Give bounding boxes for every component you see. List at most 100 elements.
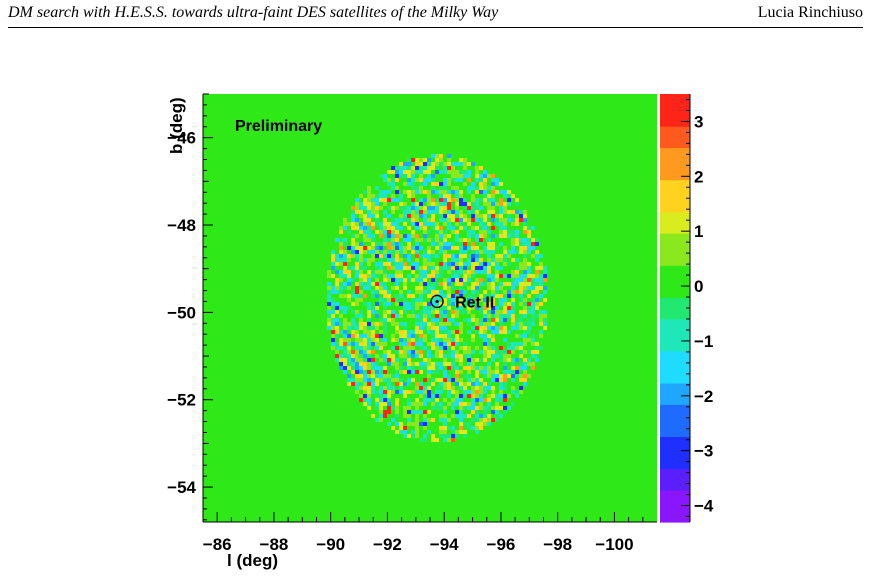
map-pixel <box>375 270 379 274</box>
map-pixel <box>335 286 339 290</box>
map-pixel <box>475 390 479 394</box>
map-pixel <box>395 242 399 246</box>
map-pixel <box>507 306 511 310</box>
map-pixel <box>455 310 459 314</box>
map-pixel <box>355 242 359 246</box>
map-pixel <box>335 354 339 358</box>
map-pixel <box>419 322 423 326</box>
map-pixel <box>531 254 535 258</box>
map-pixel <box>467 354 471 358</box>
map-pixel <box>379 254 383 258</box>
map-pixel <box>463 214 467 218</box>
map-pixel <box>355 262 359 266</box>
map-pixel <box>459 190 463 194</box>
map-pixel <box>387 402 391 406</box>
map-pixel <box>359 366 363 370</box>
map-pixel <box>351 218 355 222</box>
map-pixel <box>355 354 359 358</box>
map-pixel <box>431 202 435 206</box>
map-pixel <box>395 330 399 334</box>
map-pixel <box>387 358 391 362</box>
map-pixel <box>419 198 423 202</box>
map-pixel <box>523 218 527 222</box>
map-pixel <box>411 186 415 190</box>
map-pixel <box>387 170 391 174</box>
map-pixel <box>399 274 403 278</box>
map-pixel <box>407 434 411 438</box>
map-pixel <box>455 254 459 258</box>
map-pixel <box>483 290 487 294</box>
map-pixel <box>507 202 511 206</box>
map-pixel <box>483 358 487 362</box>
map-pixel <box>439 282 443 286</box>
map-pixel <box>503 206 507 210</box>
map-pixel <box>515 230 519 234</box>
map-pixel <box>499 386 503 390</box>
map-pixel <box>471 198 475 202</box>
map-pixel <box>407 306 411 310</box>
map-pixel <box>419 362 423 366</box>
map-pixel <box>467 222 471 226</box>
map-pixel <box>491 350 495 354</box>
map-pixel <box>383 178 387 182</box>
map-pixel <box>347 294 351 298</box>
map-pixel <box>487 406 491 410</box>
map-pixel <box>375 282 379 286</box>
map-pixel <box>467 426 471 430</box>
map-pixel <box>451 190 455 194</box>
map-pixel <box>511 370 515 374</box>
map-pixel <box>463 346 467 350</box>
map-pixel <box>443 362 447 366</box>
map-pixel <box>451 230 455 234</box>
map-pixel <box>483 254 487 258</box>
map-pixel <box>463 242 467 246</box>
map-pixel <box>423 158 427 162</box>
map-pixel <box>483 370 487 374</box>
map-pixel <box>383 282 387 286</box>
map-pixel <box>475 414 479 418</box>
color-bar-step <box>660 457 690 470</box>
map-pixel <box>495 182 499 186</box>
map-pixel <box>471 358 475 362</box>
map-pixel <box>455 374 459 378</box>
map-pixel <box>499 382 503 386</box>
map-pixel <box>531 278 535 282</box>
map-pixel <box>435 406 439 410</box>
color-bar-step <box>660 211 690 223</box>
map-pixel <box>375 210 379 214</box>
map-pixel <box>487 418 491 422</box>
map-pixel <box>483 298 487 302</box>
map-pixel <box>503 386 507 390</box>
map-pixel <box>403 182 407 186</box>
map-pixel <box>407 234 411 238</box>
map-pixel <box>455 322 459 326</box>
map-pixel <box>503 210 507 214</box>
map-pixel <box>383 294 387 298</box>
map-pixel <box>395 198 399 202</box>
map-pixel <box>491 174 495 178</box>
map-pixel <box>523 326 527 330</box>
map-pixel <box>439 154 443 158</box>
map-pixel <box>367 274 371 278</box>
map-pixel <box>375 378 379 382</box>
map-pixel <box>427 250 431 254</box>
map-pixel <box>459 266 463 270</box>
map-pixel <box>383 286 387 290</box>
map-pixel <box>451 314 455 318</box>
map-pixel <box>527 242 531 246</box>
map-pixel <box>463 226 467 230</box>
map-pixel <box>427 174 431 178</box>
color-bar-step <box>660 136 690 149</box>
map-pixel <box>491 354 495 358</box>
map-pixel <box>367 234 371 238</box>
color-bar-step <box>660 254 690 266</box>
map-pixel <box>455 390 459 394</box>
map-pixel <box>443 194 447 198</box>
map-pixel <box>447 238 451 242</box>
map-pixel <box>391 250 395 254</box>
map-pixel <box>467 234 471 238</box>
map-pixel <box>447 294 451 298</box>
map-pixel <box>355 370 359 374</box>
map-pixel <box>439 262 443 266</box>
